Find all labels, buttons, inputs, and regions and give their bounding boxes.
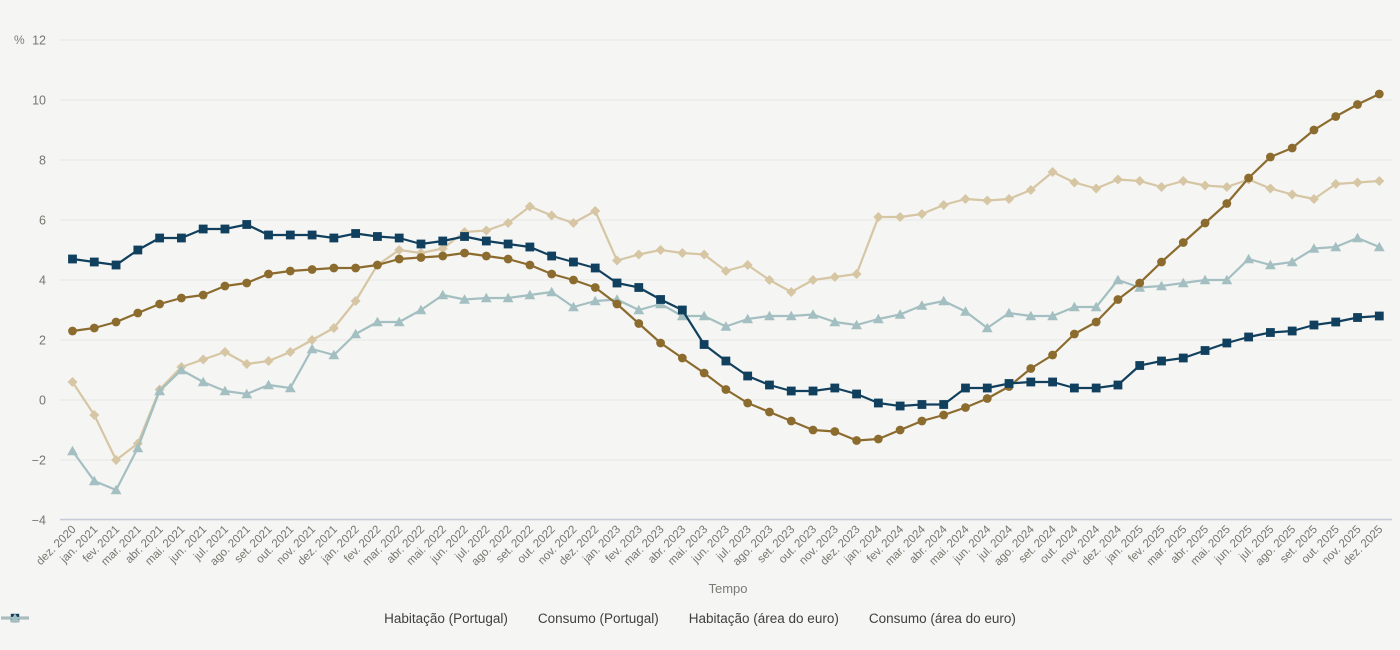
series-line-habita-o-rea-do-euro: [72, 223, 1380, 408]
y-tick-label: 2: [39, 334, 46, 348]
y-axis-unit-label: %: [14, 33, 25, 47]
series-markers-consumo-portugal: [67, 167, 1385, 465]
y-tick-label: 10: [32, 94, 46, 108]
series-habita-o-portugal[interactable]: [68, 89, 1384, 445]
legend-item-habita-o-portugal[interactable]: Habitação (Portugal): [1, 611, 508, 626]
legend-item-consumo-rea-do-euro[interactable]: Consumo (área do euro): [1, 611, 1016, 626]
y-tick-label: 6: [39, 214, 46, 228]
y-tick-label: −4: [32, 514, 46, 528]
y-axis-tick-labels: 12 10 8 6 4 2 0 −2 −4: [32, 34, 46, 528]
y-tick-label: 4: [39, 274, 46, 288]
legend-label-habita-o-rea-do-euro: Habitação (área do euro): [688, 611, 839, 626]
y-tick-label: −2: [32, 454, 46, 468]
x-axis-title: Tempo: [708, 581, 748, 596]
series-consumo-rea-do-euro[interactable]: [67, 232, 1385, 495]
legend: Habitação (Portugal) Consumo (Portugal) Ha…: [0, 611, 1400, 626]
series-line-consumo-portugal: [71, 170, 1380, 462]
legend-item-consumo-portugal[interactable]: Consumo (Portugal): [1, 611, 659, 626]
legend-label-habita-o-portugal: Habitação (Portugal): [384, 611, 508, 626]
legend-label-consumo-rea-do-euro: Consumo (área do euro): [868, 611, 1016, 626]
triangle-legend-marker-icon: [1, 613, 29, 622]
grid-lines: [60, 39, 1392, 521]
series-markers-consumo-rea-do-euro: [67, 232, 1385, 495]
y-tick-label: 12: [32, 34, 46, 48]
series-markers-habita-o-rea-do-euro: [68, 220, 1384, 411]
series-markers-habita-o-portugal: [68, 89, 1384, 445]
y-tick-label: 8: [39, 154, 46, 168]
legend-item-habita-o-rea-do-euro[interactable]: Habitação (área do euro): [1, 611, 839, 626]
series-consumo-portugal[interactable]: [67, 167, 1385, 465]
series-habita-o-rea-do-euro[interactable]: [68, 220, 1384, 411]
y-tick-label: 0: [39, 394, 46, 408]
legend-label-consumo-portugal: Consumo (Portugal): [537, 611, 659, 626]
